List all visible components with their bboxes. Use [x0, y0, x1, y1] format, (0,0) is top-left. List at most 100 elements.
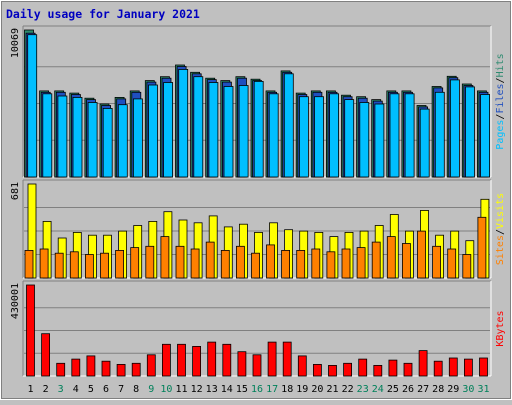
bar-sites-day-undefined	[417, 230, 426, 279]
y-max-label: 10069	[10, 28, 21, 58]
bar-sites-day-undefined	[311, 248, 321, 279]
x-tick-label: 18	[281, 384, 293, 395]
bar-sites-day-undefined	[251, 252, 260, 279]
x-tick-label: 29	[447, 384, 459, 395]
x-tick-label: 6	[103, 384, 109, 395]
bar-kbytes-day-undefined	[479, 357, 488, 377]
bar-kbytes-day-undefined	[403, 362, 413, 377]
bar-sites-day-undefined	[266, 244, 275, 279]
bar-pages-day-28	[434, 91, 445, 178]
bar-pages-day-3	[57, 95, 68, 178]
bar-pages-day-26	[404, 93, 415, 178]
x-tick-label: 15	[236, 384, 248, 395]
bar-sites-day-undefined	[220, 249, 230, 279]
bar-pages-day-24	[374, 103, 385, 178]
bar-kbytes-day-undefined	[237, 351, 247, 377]
bar-pages-day-17	[268, 93, 279, 178]
x-tick-label: 16	[251, 384, 263, 395]
bar-kbytes-day-undefined	[312, 363, 322, 377]
legend-panel-2: Sites/Visits	[495, 193, 506, 265]
bar-kbytes-day-undefined	[222, 343, 232, 377]
bar-kbytes-day-undefined	[418, 350, 428, 377]
bar-pages-day-7	[117, 104, 128, 178]
bar-sites-day-undefined	[401, 243, 411, 279]
y-max-label: 430001	[10, 283, 21, 319]
legend-entry: Hits	[495, 53, 506, 77]
x-tick-label: 25	[387, 384, 399, 395]
bar-sites-day-undefined	[386, 236, 396, 279]
x-tick-label: 20	[311, 384, 323, 395]
x-tick-label: 4	[73, 384, 79, 395]
bar-kbytes-day-undefined	[388, 359, 398, 377]
x-tick-label: 30	[462, 384, 474, 395]
bar-pages-day-11	[178, 69, 189, 178]
bar-pages-day-14	[223, 86, 234, 178]
x-tick-label: 13	[206, 384, 218, 395]
bar-sites-day-undefined	[462, 254, 472, 279]
bar-pages-day-15	[238, 85, 249, 178]
bar-kbytes-day-undefined	[297, 355, 307, 377]
legend-entry: Sites	[495, 235, 506, 265]
x-tick-label: 7	[118, 384, 124, 395]
bar-sites-day-undefined	[100, 252, 109, 279]
legend-entry: /	[495, 77, 506, 83]
legend-panel-1: Pages/Files/Hits	[495, 53, 506, 149]
bar-sites-day-undefined	[175, 245, 185, 279]
bar-pages-day-13	[208, 82, 219, 178]
bar-pages-day-27	[419, 108, 430, 178]
bar-kbytes-day-undefined	[207, 341, 217, 377]
bar-kbytes-day-undefined	[373, 364, 383, 377]
x-tick-label: 23	[357, 384, 369, 395]
bar-pages-day-21	[329, 93, 340, 178]
x-tick-label: 2	[43, 384, 49, 395]
bar-sites-day-undefined	[296, 249, 306, 279]
bar-pages-day-5	[87, 102, 98, 178]
x-tick-label: 10	[160, 384, 172, 395]
bar-pages-day-23	[359, 102, 370, 178]
panel-3: 430001 KBytes	[10, 280, 506, 377]
bar-kbytes-day-undefined	[146, 354, 156, 377]
x-tick-label: 17	[266, 384, 278, 395]
legend-entry: Files	[495, 83, 506, 113]
chart-panels: 10069Pages/Files/Hits681Sites/Visits4300…	[10, 25, 506, 377]
chart-title: Daily usage for January 2021	[6, 7, 200, 21]
x-tick-label: 11	[175, 384, 187, 395]
bar-pages-day-6	[102, 108, 113, 178]
x-tick-label: 26	[402, 384, 414, 395]
legend-entry: /	[495, 229, 506, 235]
bar-pages-day-20	[314, 96, 324, 178]
bar-kbytes-day-undefined	[463, 358, 473, 377]
x-tick-label: 8	[133, 384, 139, 395]
bar-pages-day-4	[72, 97, 83, 178]
bar-kbytes-day-undefined	[177, 343, 186, 377]
bar-sites-day-undefined	[205, 241, 215, 279]
bar-kbytes-day-undefined	[192, 345, 202, 377]
bar-kbytes-day-undefined	[358, 358, 368, 377]
bar-kbytes-day-undefined	[433, 360, 443, 377]
legend-panel-3: KBytes	[495, 310, 506, 346]
x-tick-label: 12	[191, 384, 203, 395]
x-tick-label: 9	[148, 384, 154, 395]
bar-kbytes-day-undefined	[267, 341, 277, 377]
bar-kbytes-day-undefined	[26, 284, 35, 377]
bar-sites-day-undefined	[69, 251, 79, 279]
frame-inner	[1, 1, 511, 399]
x-tick-label: 19	[296, 384, 308, 395]
bar-pages-day-19	[298, 96, 309, 178]
bar-sites-day-undefined	[190, 248, 200, 279]
x-tick-label: 24	[372, 384, 384, 395]
bar-sites-day-undefined	[160, 236, 170, 279]
bar-sites-day-undefined	[115, 249, 124, 279]
panel-1: 10069 Pages/Files/Hits	[10, 25, 506, 178]
bar-kbytes-day-undefined	[56, 362, 66, 377]
legend-entry: /	[495, 114, 506, 120]
legend-entry: Visits	[495, 193, 506, 229]
x-tick-label: 28	[432, 384, 444, 395]
bar-kbytes-day-undefined	[71, 358, 81, 377]
bar-kbytes-day-undefined	[161, 343, 171, 377]
bar-kbytes-day-undefined	[86, 355, 96, 377]
bar-pages-day-22	[344, 99, 355, 178]
bar-pages-day-12	[193, 76, 204, 178]
bar-sites-day-undefined	[371, 241, 381, 279]
